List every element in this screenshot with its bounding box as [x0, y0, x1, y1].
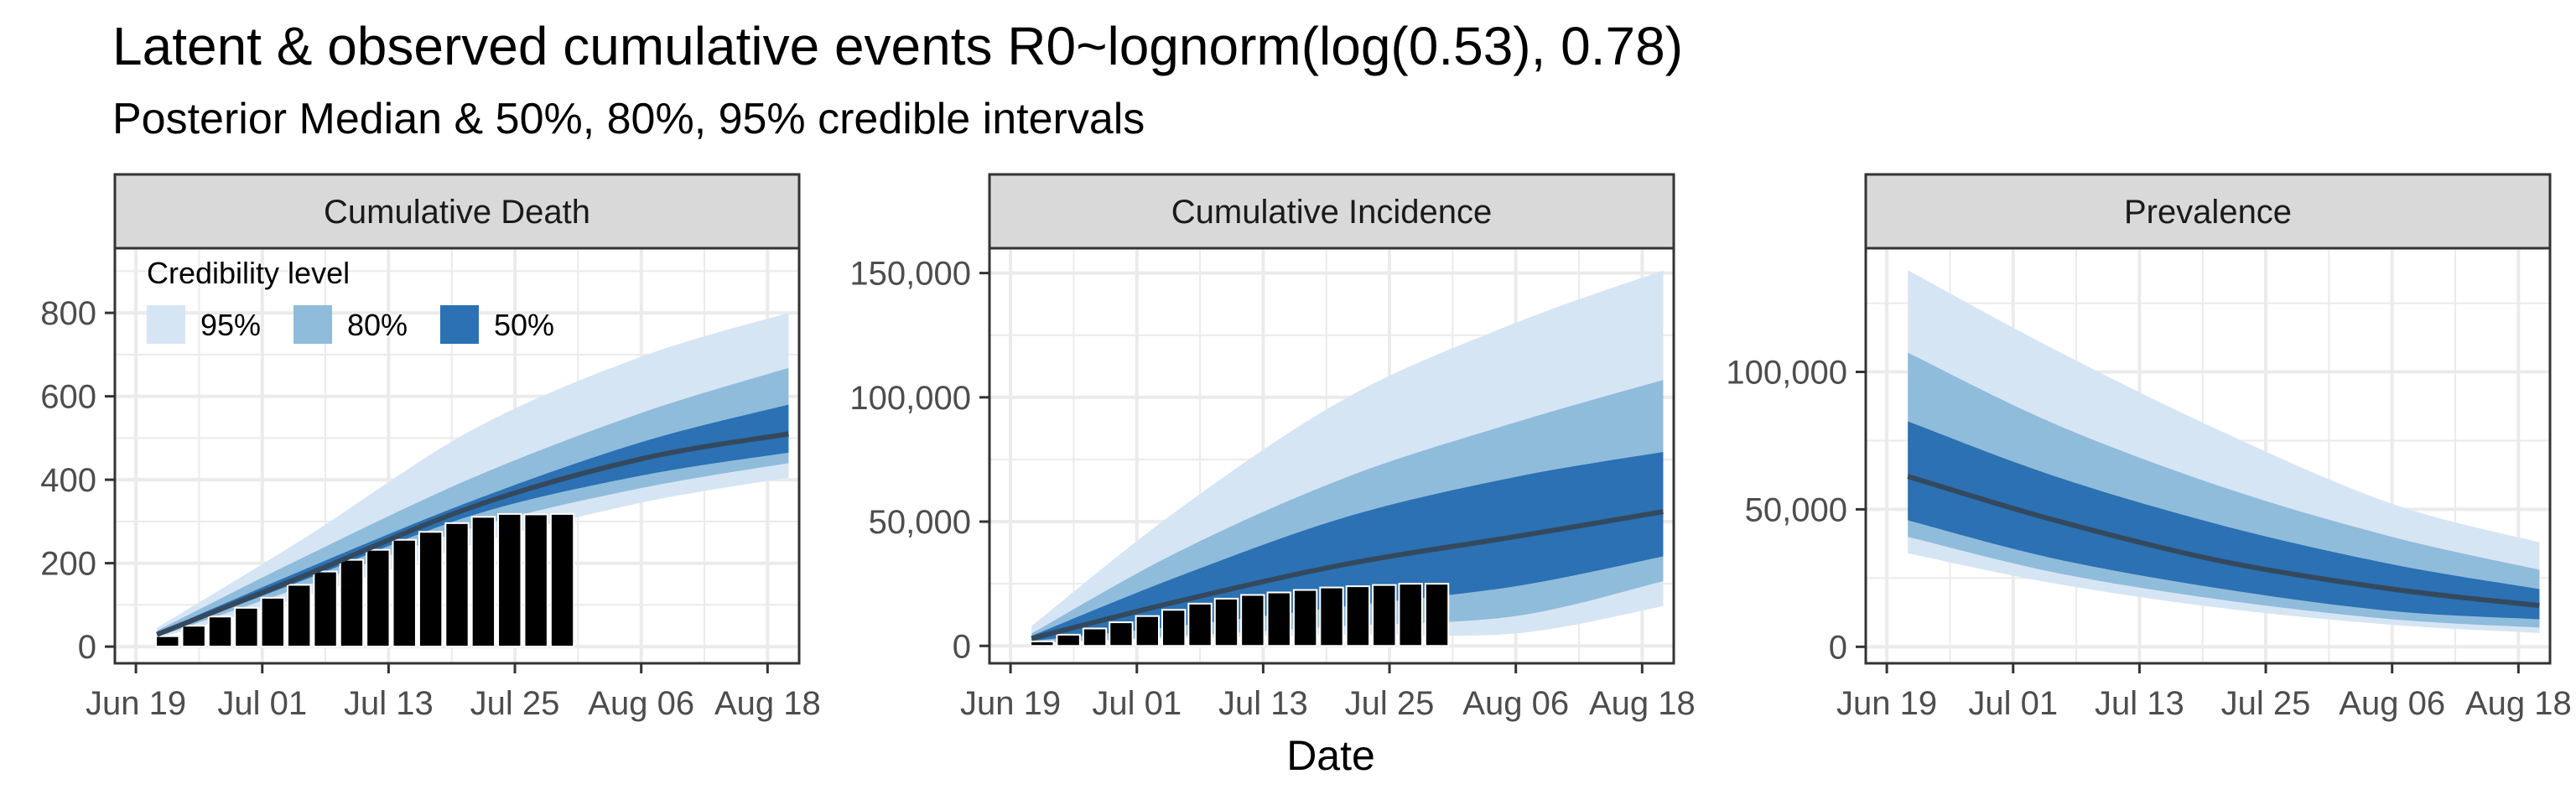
observed-bar — [1345, 585, 1371, 647]
facet-strip-label: Prevalence — [2124, 194, 2292, 231]
x-axis-label: Date — [1286, 732, 1375, 779]
x-tick-label: Aug 06 — [588, 685, 694, 722]
observed-bar — [1135, 615, 1161, 647]
legend-key — [147, 305, 185, 344]
observed-bar — [1082, 627, 1108, 647]
observed-bar — [234, 606, 259, 648]
facet-strip — [113, 173, 801, 250]
observed-bar — [313, 570, 338, 648]
facet-strip — [1864, 173, 2552, 250]
observed-bar — [470, 516, 496, 648]
observed-bar — [339, 558, 365, 648]
observed-bar — [260, 596, 286, 648]
observed-bar — [1213, 597, 1239, 647]
median-line — [1907, 474, 2540, 609]
x-tick-label: Jul 13 — [344, 685, 434, 722]
legend: Credibility level 95% 80% 50% — [147, 256, 554, 344]
chart-subtitle: Posterior Median & 50%, 80%, 95% credibl… — [112, 95, 1145, 143]
observed-bar — [1292, 589, 1318, 647]
chart-title: Latent & observed cumulative events R0~l… — [112, 16, 1684, 76]
observed-bar — [1030, 640, 1055, 647]
y-tick-label: 100,000 — [849, 380, 971, 417]
y-tick-label: 0 — [1829, 629, 1847, 666]
x-tick-label: Jul 01 — [1968, 685, 2058, 722]
observed-bar — [549, 512, 575, 648]
y-tick-label: 600 — [40, 379, 96, 416]
x-tick-label: Jul 01 — [1092, 685, 1182, 722]
observed-bar — [366, 548, 391, 648]
x-tick-label: Aug 18 — [2465, 685, 2572, 722]
observed-bar — [286, 584, 312, 648]
observed-bar — [1161, 609, 1187, 647]
observed-bar — [523, 513, 548, 648]
ribbon-50 — [1031, 452, 1664, 641]
x-tick-label: Aug 06 — [2339, 685, 2445, 722]
observed-bar — [181, 625, 206, 648]
y-tick-label: 200 — [40, 546, 96, 583]
y-tick-label: 50,000 — [1745, 491, 1847, 528]
y-tick-label: 400 — [40, 462, 96, 499]
median-line — [1031, 509, 1664, 641]
y-tick-label: 800 — [40, 295, 96, 332]
x-tick-label: Jul 13 — [1218, 685, 1308, 722]
x-tick-label: Jun 19 — [1836, 685, 1937, 722]
x-tick-label: Jul 25 — [470, 685, 560, 722]
panel-1: Cumulative Incidence Jun 19 Jul 01 Jul 13 Ju… — [849, 173, 1696, 722]
y-tick-label: 50,000 — [869, 504, 971, 541]
observed-bar — [392, 538, 417, 648]
median-line — [156, 431, 789, 637]
observed-bar — [1398, 583, 1423, 647]
observed-bar — [497, 512, 522, 648]
x-tick-label: Jul 25 — [1345, 685, 1435, 722]
observed-bar — [1056, 633, 1081, 647]
observed-bar — [1240, 594, 1265, 647]
facet-strip-label: Cumulative Incidence — [1171, 194, 1492, 231]
legend-title: Credibility level — [147, 256, 350, 290]
ribbon-50 — [1908, 421, 2540, 620]
facet-strip-label: Cumulative Death — [324, 194, 590, 231]
x-tick-label: Jun 19 — [960, 685, 1061, 722]
observed-bar — [1424, 583, 1450, 647]
observed-bar — [1266, 591, 1291, 647]
panel-0: Cumulative Death Jun 19 Jul 01 Jul 13 Jul 25… — [40, 173, 821, 722]
x-tick-label: Aug 06 — [1462, 685, 1569, 722]
observed-bar — [1319, 586, 1344, 647]
observed-bar — [207, 615, 233, 648]
observed-bar — [155, 635, 180, 648]
y-tick-label: 100,000 — [1726, 355, 1847, 392]
legend-item-label: 80% — [347, 308, 408, 342]
observed-bar — [418, 531, 444, 648]
observed-bar — [1109, 621, 1134, 647]
y-tick-label: 0 — [78, 629, 96, 666]
x-tick-label: Jul 25 — [2221, 685, 2311, 722]
x-tick-label: Jul 13 — [2095, 685, 2184, 722]
legend-item-label: 50% — [494, 308, 554, 342]
observed-bar — [1372, 584, 1397, 647]
y-tick-label: 0 — [953, 628, 971, 665]
x-tick-label: Aug 18 — [714, 685, 821, 722]
legend-key — [440, 305, 479, 344]
observed-bar — [444, 522, 470, 648]
x-tick-label: Jun 19 — [86, 685, 186, 722]
y-tick-label: 150,000 — [849, 256, 971, 293]
x-tick-label: Jul 01 — [217, 685, 307, 722]
panel-2: Prevalence Jun 19 Jul 01 Jul 13 Jul 25 Aug 06… — [1726, 173, 2572, 722]
x-tick-label: Aug 18 — [1589, 685, 1696, 722]
legend-item-label: 95% — [200, 308, 261, 342]
observed-bar — [1187, 602, 1213, 647]
legend-key — [293, 305, 332, 344]
facet-strip — [988, 173, 1675, 250]
